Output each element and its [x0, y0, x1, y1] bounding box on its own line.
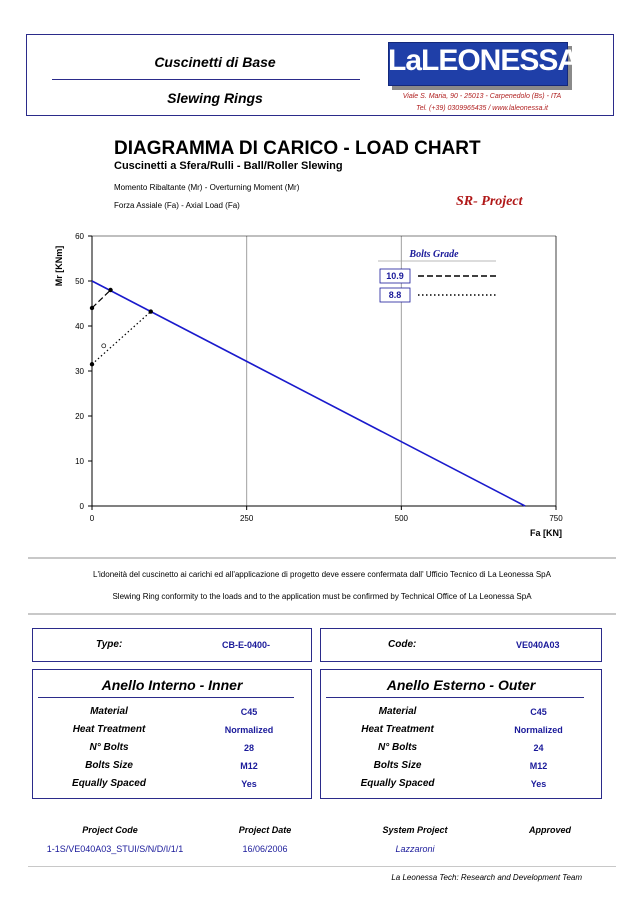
company-contact: Tel. (+39) 0309965435 / www.laleonessa.i…	[416, 105, 548, 112]
header-box	[26, 34, 614, 116]
code-label: Code:	[388, 639, 417, 650]
footer-text: La Leonessa Tech: Research and Developme…	[391, 873, 582, 882]
legend-fa-text: Forza Assiale (Fa) - Axial Load (Fa)	[114, 201, 240, 210]
project-code-header: Project Code	[82, 825, 138, 835]
outer-spec-value: C45	[530, 707, 547, 717]
y-tick-label: 20	[75, 412, 84, 421]
inner-spec-label: N° Bolts	[89, 742, 129, 753]
series-line-bearing	[91, 280, 526, 507]
system-project-header: System Project	[382, 825, 448, 835]
legend-box	[379, 268, 411, 284]
header-divider	[52, 79, 360, 80]
disclaimer-it: L'idoneità del cuscinetto ai carichi ed …	[93, 570, 551, 579]
document-title: DIAGRAMMA DI CARICO - LOAD CHART	[114, 138, 481, 159]
legend-mr-text: Momento Ribaltante (Mr) - Overturning Mo…	[114, 183, 300, 192]
y-axis-label: Mr [KNm]	[54, 246, 64, 287]
company-logo	[388, 42, 568, 86]
y-tick-label: 0	[80, 502, 85, 511]
x-tick-label: 750	[549, 514, 563, 523]
x-tick-label: 250	[240, 514, 254, 523]
inner-ring-divider	[38, 697, 294, 698]
y-tick-label: 10	[75, 457, 84, 466]
series-point-8.8	[148, 309, 153, 314]
inner-ring-title: Anello Interno - Inner	[101, 677, 243, 693]
system-project-value: Lazzaroni	[395, 844, 435, 854]
inner-spec-label: Heat Treatment	[72, 724, 146, 735]
outer-ring-divider	[326, 697, 584, 698]
series-point-8.8	[89, 362, 95, 367]
x-tick-label: 500	[395, 514, 409, 523]
series-line-8.8	[91, 311, 152, 365]
document-subtitle: Cuscinetti a Sfera/Rulli - Ball/Roller S…	[114, 160, 343, 172]
outer-ring-title: Anello Esterno - Outer	[386, 677, 536, 693]
outer-spec-label: Equally Spaced	[360, 778, 435, 789]
company-address: Viale S. Maria, 90 - 25013 - Carpenedolo…	[402, 93, 562, 100]
inner-spec-label: Equally Spaced	[72, 778, 146, 789]
approved-header: Approved	[528, 825, 571, 835]
x-axis-label: Fa [KN]	[530, 528, 562, 538]
series-point-10.9	[108, 287, 113, 293]
y-tick-label: 30	[75, 367, 84, 376]
outer-spec-value: 24	[533, 743, 544, 753]
inner-spec-value: M12	[240, 761, 258, 771]
legend-label: 10.9	[386, 271, 404, 281]
separator-top	[28, 557, 616, 559]
project-code-value: 1-1S/VE040A03_STUI/S/N/D/I/1/1	[46, 844, 184, 854]
outer-spec-value: Normalized	[514, 725, 563, 735]
code-value: VE040A03	[516, 640, 560, 650]
project-tag: SR- Project	[456, 194, 523, 209]
inner-spec-value: Normalized	[224, 725, 274, 735]
y-tick-label: 50	[75, 277, 84, 286]
code-box	[320, 628, 602, 662]
inner-spec-value: Yes	[241, 779, 257, 789]
legend-box	[379, 287, 411, 303]
series-marker-8.8	[101, 343, 107, 349]
project-date-value: 16/06/2006	[242, 844, 288, 854]
inner-ring-box	[32, 669, 312, 799]
outer-spec-label: Bolts Size	[373, 760, 422, 771]
inner-spec-label: Material	[90, 706, 128, 717]
y-tick-label: 60	[75, 232, 84, 241]
footer-divider	[28, 866, 616, 867]
project-date-header: Project Date	[238, 825, 292, 835]
header-title-it: Cuscinetti di Base	[154, 54, 276, 70]
type-box	[32, 628, 312, 662]
series-point-10.9	[89, 305, 95, 311]
company-logo-text: LaLEONESSA	[388, 44, 579, 77]
header-title-en: Slewing Rings	[167, 90, 263, 106]
type-value: CB-E-0400-	[222, 640, 271, 650]
type-label: Type:	[96, 639, 123, 650]
x-tick-label: 0	[90, 514, 95, 523]
legend-title: Bolts Grade	[408, 249, 459, 260]
inner-spec-value: C45	[240, 707, 258, 717]
series-line-10.9	[91, 289, 111, 309]
outer-spec-label: Material	[378, 706, 417, 717]
disclaimer-en: Slewing Ring conformity to the loads and…	[112, 592, 532, 601]
y-tick-label: 40	[75, 322, 84, 331]
separator-bottom	[28, 613, 616, 615]
outer-spec-label: N° Bolts	[378, 742, 418, 753]
inner-spec-value: 28	[243, 743, 254, 753]
outer-spec-value: M12	[529, 761, 548, 771]
inner-spec-label: Bolts Size	[85, 760, 133, 771]
legend-label: 8.8	[389, 290, 402, 300]
outer-ring-box	[320, 669, 602, 799]
load-chart: 0 10 20 30 40 50 60 0 250 500 750 Mr [KNm] Fa [KN] B…	[54, 232, 563, 538]
outer-spec-label: Heat Treatment	[361, 724, 434, 735]
outer-spec-value: Yes	[530, 779, 547, 789]
